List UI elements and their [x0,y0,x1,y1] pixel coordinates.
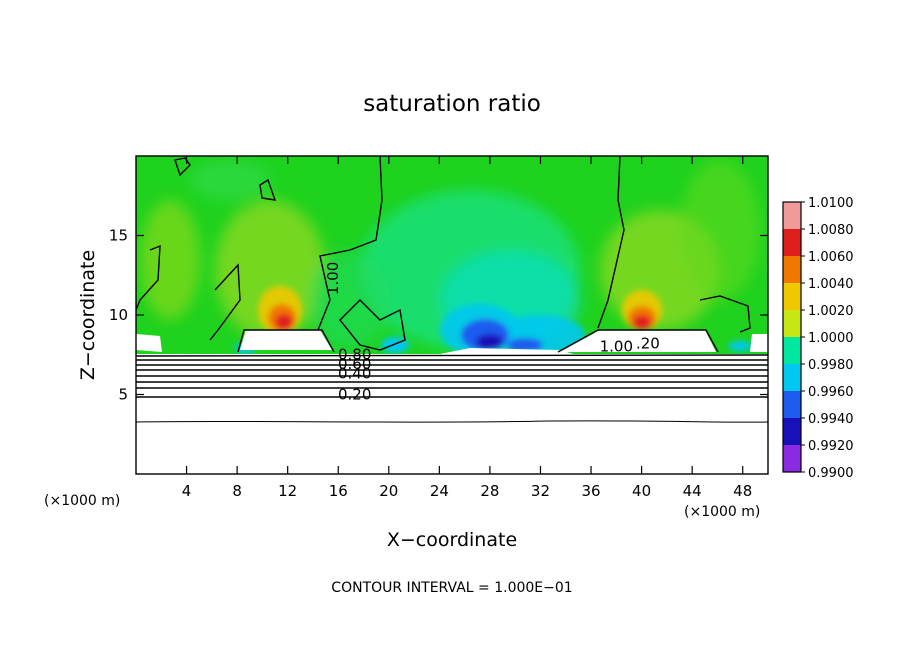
y-tick-label: 5 [118,386,128,404]
colorbar-label: 0.9900 [808,466,854,481]
contour-label: 1.00 [324,262,342,295]
y-axis-label: Z−coordinate [77,250,99,380]
colorbar-label: 1.0080 [808,223,854,238]
y-tick-label: 10 [109,306,128,324]
colorbar-swatch [783,310,801,337]
colorbar-label: 0.9920 [808,439,854,454]
x-axis-label: X−coordinate [387,529,517,551]
contour-label: 0.20 [338,385,371,403]
contour-label: 1.00 [600,338,633,356]
contour-labels: 1.000.800.600.400.201.00.20 [324,262,660,404]
colorbar-swatch [783,256,801,283]
contour-label: 0.60 [338,355,371,373]
colorbar-label: 1.0040 [808,277,854,292]
y-axis: 5 10 15 [109,227,768,404]
heatmap-field [136,156,768,474]
x-tick-label: 8 [232,482,242,500]
x-unit-right: (×1000 m) [684,504,760,520]
colorbar-label: 1.0060 [808,250,854,265]
contour-label: .20 [636,334,660,352]
x-axis: 4 8 12 16 20 24 28 32 36 40 44 48 [182,156,752,500]
contour-label: 0.40 [338,365,371,383]
y-tick-label: 15 [109,227,128,245]
chart-title: saturation ratio [363,91,541,117]
contour-label: 0.80 [338,346,371,364]
colorbar-label: 0.9940 [808,412,854,427]
colorbar-swatch [783,229,801,256]
x-tick-label: 44 [683,482,702,500]
x-tick-label: 40 [632,482,651,500]
x-tick-label: 12 [278,482,297,500]
x-tick-label: 4 [182,482,192,500]
x-tick-label: 36 [581,482,600,500]
colorbar-label: 1.0020 [808,304,854,319]
colorbar-label: 0.9980 [808,358,854,373]
colorbar-swatch [783,391,801,418]
x-unit-left: (×1000 m) [44,493,120,509]
colorbar-swatch [783,364,801,391]
colorbar-swatch [783,445,801,472]
colorbar-swatch [783,418,801,445]
colorbar-swatch [783,202,801,229]
x-tick-label: 48 [733,482,752,500]
x-tick-label: 28 [480,482,499,500]
colorbar-label: 1.0000 [808,331,854,346]
x-tick-label: 16 [329,482,348,500]
colorbar-label: 0.9960 [808,385,854,400]
colorbar-label: 1.0100 [808,196,854,211]
x-tick-label: 32 [531,482,550,500]
colorbar-swatch [783,337,801,364]
contour-interval-note: CONTOUR INTERVAL = 1.000E−01 [331,580,572,596]
colorbar: 0.9900 0.9920 0.9940 0.9960 0.9980 1.0000 1.00… [782,196,854,481]
colorbar-swatch [783,283,801,310]
x-tick-label: 20 [379,482,398,500]
x-tick-label: 24 [430,482,449,500]
